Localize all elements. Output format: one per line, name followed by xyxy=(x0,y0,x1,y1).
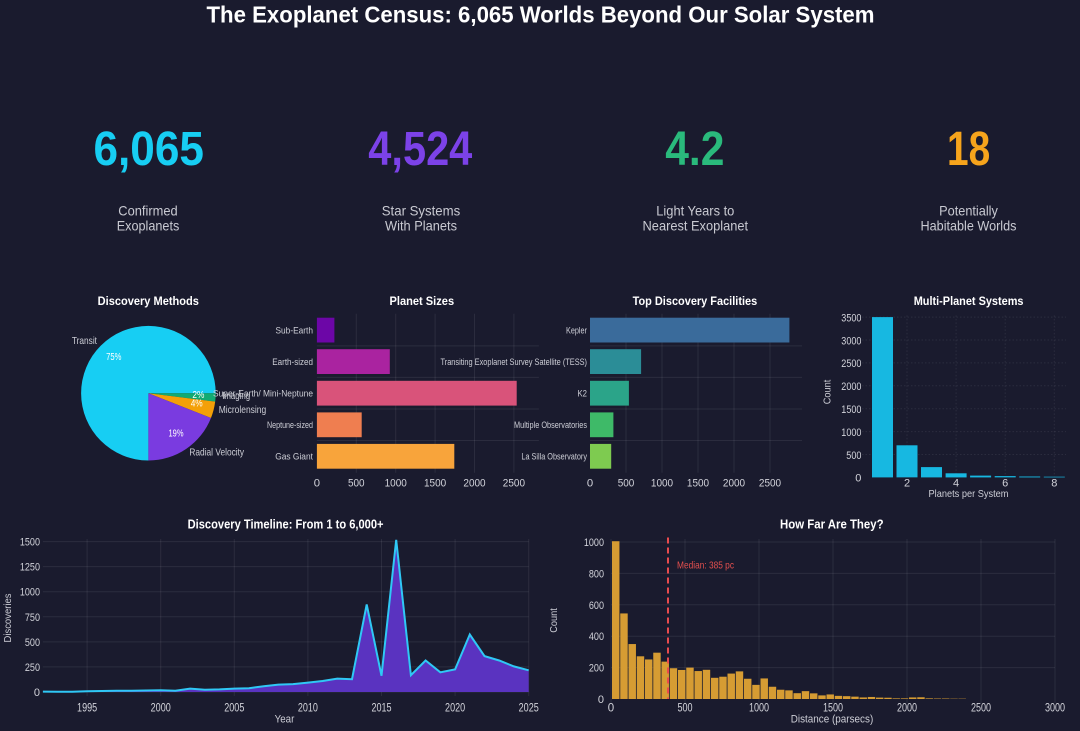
svg-text:2500: 2500 xyxy=(503,477,525,489)
svg-text:Sub-Earth: Sub-Earth xyxy=(276,325,314,335)
svg-text:The Exoplanet Census: 6,065 Wo: The Exoplanet Census: 6,065 Worlds Beyon… xyxy=(207,1,875,27)
svg-text:Imaging: Imaging xyxy=(222,390,250,402)
svg-text:1000: 1000 xyxy=(584,537,604,549)
svg-text:Multiple Observatories: Multiple Observatories xyxy=(514,420,587,430)
svg-text:19%: 19% xyxy=(169,429,184,440)
svg-text:0: 0 xyxy=(855,473,861,485)
svg-text:Year: Year xyxy=(275,714,295,726)
svg-text:1000: 1000 xyxy=(651,477,673,489)
svg-text:2500: 2500 xyxy=(971,702,991,714)
svg-text:K2: K2 xyxy=(578,388,588,398)
svg-text:2020: 2020 xyxy=(445,702,465,714)
svg-text:Radial Velocity: Radial Velocity xyxy=(189,447,244,459)
svg-text:Kepler: Kepler xyxy=(566,325,587,335)
svg-text:Nearest Exoplanet: Nearest Exoplanet xyxy=(643,217,749,233)
svg-text:Multi-Planet Systems: Multi-Planet Systems xyxy=(914,294,1024,308)
svg-text:Discovery Timeline: From 1 to: Discovery Timeline: From 1 to 6,000+ xyxy=(188,518,384,532)
svg-text:2500: 2500 xyxy=(759,477,781,489)
svg-text:4%: 4% xyxy=(191,399,203,410)
svg-text:Super-Earth/ Mini-Neptune: Super-Earth/ Mini-Neptune xyxy=(213,388,313,398)
svg-text:2000: 2000 xyxy=(897,702,917,714)
svg-text:2000: 2000 xyxy=(151,702,171,714)
svg-text:Exoplanets: Exoplanets xyxy=(117,217,180,233)
svg-text:3000: 3000 xyxy=(1045,702,1065,714)
svg-text:2005: 2005 xyxy=(224,702,244,714)
svg-text:Top Discovery Facilities: Top Discovery Facilities xyxy=(633,294,758,308)
svg-text:400: 400 xyxy=(589,631,604,643)
svg-text:Neptune-sized: Neptune-sized xyxy=(267,420,313,430)
svg-text:4.2: 4.2 xyxy=(665,123,724,176)
svg-text:Potentially: Potentially xyxy=(939,203,998,219)
svg-text:0: 0 xyxy=(598,694,604,706)
svg-text:1500: 1500 xyxy=(20,537,40,549)
svg-text:250: 250 xyxy=(25,662,40,674)
svg-text:Count: Count xyxy=(823,380,834,405)
svg-text:Microlensing: Microlensing xyxy=(219,404,267,416)
svg-text:Gas Giant: Gas Giant xyxy=(275,452,313,462)
svg-text:4,524: 4,524 xyxy=(368,123,472,176)
svg-text:1000: 1000 xyxy=(841,427,861,439)
svg-text:1500: 1500 xyxy=(687,477,709,489)
svg-text:1000: 1000 xyxy=(749,702,769,714)
svg-text:800: 800 xyxy=(589,568,604,580)
svg-text:1500: 1500 xyxy=(823,702,843,714)
svg-text:0: 0 xyxy=(608,702,614,714)
svg-text:500: 500 xyxy=(846,450,861,462)
svg-text:Median: 385 pc: Median: 385 pc xyxy=(677,559,734,571)
svg-text:Count: Count xyxy=(549,608,560,633)
svg-text:Planets per System: Planets per System xyxy=(929,488,1009,500)
svg-text:Discoveries: Discoveries xyxy=(3,594,14,643)
svg-text:75%: 75% xyxy=(106,352,121,363)
svg-text:Star Systems: Star Systems xyxy=(382,203,461,219)
svg-text:2010: 2010 xyxy=(298,702,318,714)
svg-text:6,065: 6,065 xyxy=(93,123,204,176)
svg-text:How Far Are They?: How Far Are They? xyxy=(780,518,884,532)
svg-text:2025: 2025 xyxy=(519,702,539,714)
svg-text:1250: 1250 xyxy=(20,562,40,574)
svg-text:2015: 2015 xyxy=(371,702,391,714)
svg-text:2: 2 xyxy=(904,477,910,489)
svg-text:3500: 3500 xyxy=(841,312,861,324)
svg-text:200: 200 xyxy=(589,663,604,675)
svg-text:2%: 2% xyxy=(192,390,204,401)
svg-text:18: 18 xyxy=(947,123,990,176)
svg-text:Transiting Exoplanet Survey Sa: Transiting Exoplanet Survey Satellite (T… xyxy=(441,357,588,367)
svg-text:0: 0 xyxy=(587,477,593,489)
svg-text:Discovery Methods: Discovery Methods xyxy=(98,294,200,308)
svg-text:Habitable Worlds: Habitable Worlds xyxy=(921,217,1017,233)
svg-text:Confirmed: Confirmed xyxy=(118,203,177,219)
svg-text:500: 500 xyxy=(348,477,365,489)
svg-text:750: 750 xyxy=(25,612,40,624)
svg-text:1995: 1995 xyxy=(77,702,97,714)
svg-text:Transit: Transit xyxy=(72,335,97,347)
svg-text:500: 500 xyxy=(618,477,635,489)
svg-text:Earth-sized: Earth-sized xyxy=(272,357,313,367)
svg-text:0: 0 xyxy=(314,477,320,489)
svg-text:2000: 2000 xyxy=(723,477,745,489)
svg-text:8: 8 xyxy=(1051,477,1057,489)
svg-text:2000: 2000 xyxy=(463,477,485,489)
svg-text:1000: 1000 xyxy=(20,587,40,599)
svg-text:With Planets: With Planets xyxy=(385,217,457,233)
svg-text:2500: 2500 xyxy=(841,358,861,370)
svg-text:La Silla Observatory: La Silla Observatory xyxy=(521,452,587,462)
svg-text:Light Years to: Light Years to xyxy=(656,203,734,219)
svg-text:Planet Sizes: Planet Sizes xyxy=(390,294,455,308)
svg-text:Distance (parsecs): Distance (parsecs) xyxy=(791,714,874,726)
svg-text:0: 0 xyxy=(34,687,40,699)
svg-text:1500: 1500 xyxy=(424,477,446,489)
svg-text:2000: 2000 xyxy=(841,381,861,393)
svg-text:3000: 3000 xyxy=(841,335,861,347)
svg-text:500: 500 xyxy=(25,637,40,649)
svg-text:600: 600 xyxy=(589,600,604,612)
svg-text:1500: 1500 xyxy=(841,404,861,416)
svg-text:500: 500 xyxy=(677,702,692,714)
svg-text:6: 6 xyxy=(1002,477,1008,489)
svg-text:1000: 1000 xyxy=(385,477,407,489)
svg-text:4: 4 xyxy=(953,477,959,489)
